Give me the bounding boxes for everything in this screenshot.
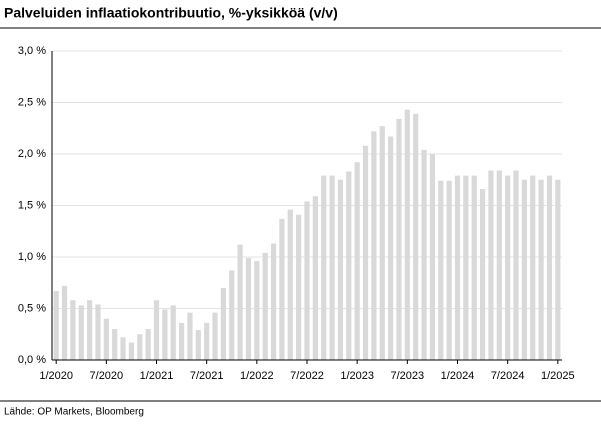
y-tick-label: 1,0 % bbox=[18, 251, 46, 263]
bar bbox=[379, 126, 385, 360]
x-tick-label: 1/2020 bbox=[39, 370, 73, 382]
bar bbox=[279, 218, 285, 360]
bar bbox=[237, 244, 243, 360]
bar bbox=[479, 189, 486, 360]
x-tick-label: 1/2021 bbox=[140, 370, 174, 382]
bar bbox=[61, 285, 68, 360]
bar bbox=[513, 170, 519, 360]
bar bbox=[270, 243, 277, 360]
chart-title: Palveluiden inflaatiokontribuutio, %-yks… bbox=[4, 5, 338, 21]
bar bbox=[212, 312, 218, 360]
bar bbox=[187, 312, 193, 360]
x-tick-label: 1/2024 bbox=[441, 370, 475, 382]
bar bbox=[546, 175, 553, 360]
bar bbox=[220, 287, 226, 360]
bar bbox=[446, 180, 452, 360]
y-tick-label: 1,5 % bbox=[18, 199, 46, 211]
bar bbox=[145, 329, 151, 360]
bar bbox=[170, 305, 176, 360]
bar bbox=[396, 118, 402, 360]
bar bbox=[287, 209, 293, 360]
y-tick-label: 3,0 % bbox=[18, 45, 46, 57]
bar bbox=[229, 270, 235, 360]
bar bbox=[471, 175, 477, 360]
bar bbox=[521, 179, 527, 360]
bar bbox=[321, 175, 327, 360]
bar bbox=[538, 179, 544, 360]
source: Lähde: OP Markets, Bloomberg bbox=[4, 407, 144, 418]
x-tick-label: 7/2023 bbox=[390, 370, 424, 382]
bar bbox=[404, 109, 410, 361]
y-tick-label: 0,5 % bbox=[18, 302, 46, 314]
bar bbox=[488, 170, 494, 360]
bar bbox=[429, 154, 436, 360]
bar bbox=[112, 329, 118, 360]
bar bbox=[354, 162, 360, 360]
x-tick-label: 7/2021 bbox=[190, 370, 224, 382]
bar bbox=[463, 175, 469, 360]
x-tick-label: 1/2022 bbox=[240, 370, 274, 382]
y-tick-label: 0,0 % bbox=[18, 354, 46, 366]
bar bbox=[530, 175, 536, 360]
bar bbox=[53, 290, 59, 360]
bar bbox=[162, 309, 168, 360]
bar bbox=[337, 179, 344, 360]
bar bbox=[70, 300, 76, 360]
bar bbox=[296, 214, 302, 360]
bar bbox=[262, 252, 268, 360]
y-tick-label: 2,0 % bbox=[18, 148, 46, 160]
bar bbox=[204, 322, 210, 360]
bar bbox=[245, 258, 252, 360]
bar bbox=[388, 136, 394, 360]
bar bbox=[153, 300, 160, 360]
bar bbox=[304, 201, 310, 360]
bar bbox=[95, 304, 101, 360]
bar bbox=[454, 175, 461, 360]
bar bbox=[128, 342, 135, 360]
bar bbox=[505, 175, 511, 360]
bar bbox=[78, 305, 84, 360]
x-tick-label: 1/2023 bbox=[340, 370, 374, 382]
bar bbox=[421, 149, 427, 360]
y-tick-label: 2,5 % bbox=[18, 96, 46, 108]
bar bbox=[438, 180, 444, 360]
bar bbox=[254, 261, 260, 360]
bar bbox=[103, 318, 109, 360]
bar bbox=[496, 170, 502, 360]
bar bbox=[371, 131, 377, 360]
bar bbox=[312, 196, 318, 360]
bar bbox=[178, 322, 185, 360]
bar bbox=[346, 171, 352, 360]
bar bbox=[195, 330, 201, 360]
bar bbox=[555, 179, 561, 360]
bar bbox=[87, 300, 93, 360]
x-tick-label: 1/2025 bbox=[541, 370, 575, 382]
x-tick-label: 7/2020 bbox=[90, 370, 124, 382]
bar bbox=[137, 334, 143, 360]
bar bbox=[329, 175, 335, 360]
bar bbox=[362, 145, 369, 360]
bar bbox=[120, 337, 126, 360]
x-tick-label: 7/2024 bbox=[491, 370, 525, 382]
x-tick-label: 7/2022 bbox=[290, 370, 324, 382]
bar bbox=[413, 113, 419, 360]
